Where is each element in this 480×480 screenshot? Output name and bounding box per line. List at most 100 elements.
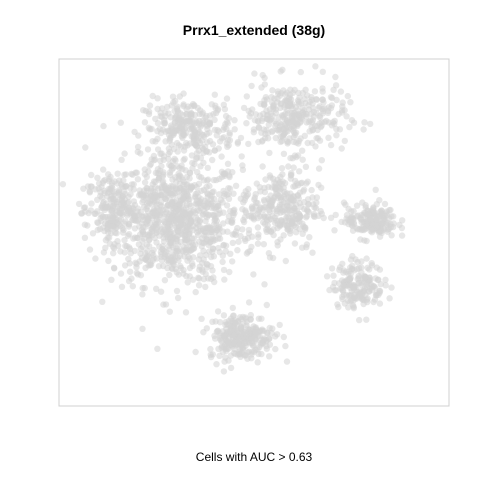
data-point — [302, 163, 310, 170]
data-point — [222, 354, 229, 361]
data-point — [242, 315, 250, 322]
data-point — [254, 224, 262, 231]
data-point — [294, 192, 301, 199]
data-point — [190, 254, 197, 261]
data-point — [229, 304, 236, 312]
data-point — [164, 192, 171, 199]
data-point — [280, 333, 287, 341]
data-point — [99, 298, 106, 305]
data-point — [160, 238, 168, 245]
data-point — [150, 246, 157, 254]
data-point — [289, 101, 296, 108]
data-point — [137, 150, 144, 157]
data-point — [232, 325, 240, 333]
data-point — [163, 248, 170, 256]
data-point — [203, 177, 211, 184]
data-point — [182, 204, 190, 212]
data-point — [236, 350, 243, 357]
data-point — [203, 130, 210, 138]
data-point — [260, 241, 267, 248]
data-point — [240, 218, 248, 226]
data-point — [288, 126, 295, 133]
data-point — [150, 255, 157, 262]
data-point — [224, 160, 232, 167]
data-point — [277, 173, 284, 181]
data-point — [209, 156, 216, 164]
data-point — [107, 185, 114, 192]
data-point — [229, 258, 236, 265]
data-point — [372, 186, 379, 193]
data-point — [373, 222, 380, 229]
data-point — [238, 329, 245, 337]
data-point — [375, 291, 382, 299]
data-point — [266, 149, 273, 157]
data-point — [212, 102, 219, 109]
data-point — [166, 161, 173, 168]
data-point — [126, 244, 133, 251]
data-point — [207, 353, 215, 361]
data-point — [181, 216, 188, 224]
data-point — [232, 231, 239, 239]
data-point — [130, 186, 137, 193]
data-point — [297, 203, 305, 210]
data-point — [227, 327, 234, 334]
data-point — [239, 166, 247, 173]
data-point — [189, 131, 197, 138]
data-point — [280, 87, 287, 94]
data-point — [330, 272, 337, 279]
data-point — [368, 229, 376, 236]
data-point — [105, 257, 112, 265]
data-point — [165, 242, 172, 250]
data-point — [276, 126, 283, 133]
data-point — [388, 284, 395, 291]
data-point — [295, 210, 302, 217]
data-point — [139, 291, 146, 298]
data-point — [172, 124, 180, 132]
data-point — [162, 220, 169, 227]
data-point — [150, 223, 158, 230]
data-point — [92, 255, 99, 262]
data-point — [210, 176, 218, 184]
data-point — [94, 219, 101, 226]
data-point — [263, 329, 271, 336]
data-point — [234, 247, 241, 254]
data-point — [360, 296, 367, 304]
data-point — [274, 88, 282, 95]
data-point — [343, 113, 350, 120]
data-point — [363, 281, 370, 289]
data-point — [348, 117, 356, 124]
data-point — [349, 302, 357, 309]
data-point — [311, 213, 318, 220]
data-point — [357, 289, 364, 296]
data-point — [293, 139, 300, 146]
data-point — [180, 102, 187, 110]
data-point — [126, 260, 133, 267]
data-point — [165, 155, 172, 163]
data-point — [234, 140, 241, 147]
data-point — [261, 220, 269, 228]
data-point — [187, 219, 195, 226]
data-point — [215, 128, 222, 135]
data-point — [175, 142, 182, 149]
chart-title: Prrx1_extended (38g) — [183, 22, 325, 38]
data-point — [290, 164, 297, 171]
data-point — [180, 193, 187, 200]
data-point — [204, 164, 211, 172]
data-point — [184, 142, 191, 149]
data-point — [198, 315, 205, 322]
data-point — [190, 207, 197, 214]
data-point — [148, 125, 155, 133]
data-point — [121, 220, 128, 227]
data-point — [356, 316, 363, 324]
data-point — [242, 194, 249, 201]
data-point — [105, 176, 113, 183]
data-point — [129, 283, 136, 290]
data-point — [121, 237, 128, 244]
data-point — [376, 266, 384, 273]
data-point — [117, 270, 125, 277]
data-point — [313, 194, 321, 201]
data-point — [82, 144, 89, 151]
data-point — [251, 194, 258, 201]
data-point — [295, 215, 302, 222]
data-point — [249, 233, 256, 240]
